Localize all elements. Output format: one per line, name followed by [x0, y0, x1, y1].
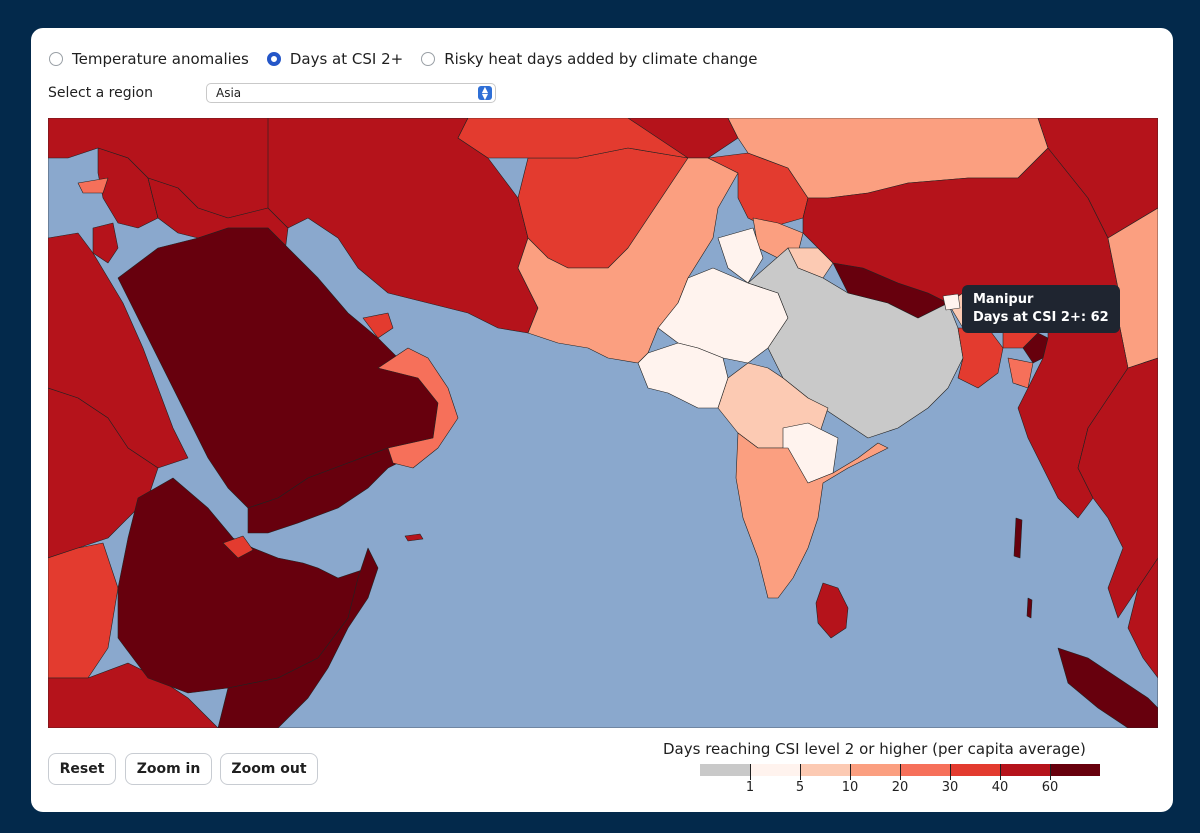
map-tooltip: Manipur Days at CSI 2+: 62 — [962, 285, 1120, 333]
region-israel-jordan[interactable] — [92, 222, 119, 264]
legend-swatch — [1050, 764, 1100, 776]
region-punjab[interactable] — [717, 227, 764, 284]
region-label: Select a region — [48, 85, 153, 101]
legend-tick — [900, 764, 901, 780]
choropleth-map[interactable] — [48, 118, 1158, 728]
zoom-in-button[interactable]: Zoom in — [125, 753, 212, 785]
region-up-mp-bihar[interactable] — [747, 247, 964, 439]
region-south-india[interactable] — [735, 432, 889, 599]
legend-tick-label: 10 — [841, 780, 859, 795]
legend-swatch — [800, 764, 850, 776]
radio-button[interactable] — [266, 52, 281, 66]
region-yemen[interactable] — [247, 447, 409, 534]
legend-tick — [1000, 764, 1001, 780]
region-manipur-hover[interactable] — [942, 293, 961, 311]
region-nicobar[interactable] — [1026, 597, 1033, 619]
region-select-value: Asia — [216, 86, 242, 100]
legend-swatch — [950, 764, 1000, 776]
radio-label: Days at CSI 2+ — [289, 50, 404, 68]
legend-tick-label: 60 — [1041, 780, 1059, 795]
legend-color-bar — [700, 764, 1100, 776]
legend-tick-label: 40 — [991, 780, 1009, 795]
region-sumatra[interactable] — [1057, 647, 1158, 728]
region-selector-row: Select a region Asia ▲ ▼ — [48, 83, 496, 103]
legend-tick-label: 5 — [795, 780, 805, 795]
region-malay-peninsula[interactable] — [1127, 557, 1158, 679]
radio-risky-heat-days[interactable]: Risky heat days added by climate change — [421, 50, 758, 68]
radio-temperature-anomalies[interactable]: Temperature anomalies — [49, 50, 249, 68]
legend-tick — [850, 764, 851, 780]
legend-tick — [950, 764, 951, 780]
radio-label: Temperature anomalies — [72, 50, 249, 68]
legend-tick-label: 1 — [745, 780, 755, 795]
region-somalia[interactable] — [217, 547, 379, 728]
region-djibouti[interactable] — [222, 535, 254, 559]
legend-title: Days reaching CSI level 2 or higher (per… — [663, 740, 1086, 758]
radio-label: Risky heat days added by climate change — [444, 50, 758, 68]
region-tajikistan-kyrgyzstan[interactable] — [627, 118, 739, 159]
region-qatar-uae[interactable] — [362, 312, 394, 339]
region-select[interactable]: Asia ▲ ▼ — [206, 83, 496, 103]
region-cyprus[interactable] — [77, 177, 109, 194]
select-stepper-icon: ▲ ▼ — [478, 86, 492, 101]
legend-swatch — [750, 764, 800, 776]
zoom-out-button[interactable]: Zoom out — [220, 753, 318, 785]
radio-button[interactable] — [49, 52, 63, 66]
metric-radio-group: Temperature anomalies Days at CSI 2+ Ris… — [49, 50, 776, 68]
legend-tick — [750, 764, 751, 780]
legend-tick — [800, 764, 801, 780]
map-svg[interactable] — [48, 118, 1158, 728]
tooltip-title: Manipur — [973, 292, 1034, 307]
legend-swatch — [850, 764, 900, 776]
tooltip-value: Days at CSI 2+: 62 — [973, 310, 1109, 325]
region-sri-lanka[interactable] — [815, 582, 849, 639]
region-thailand[interactable] — [1077, 357, 1158, 619]
region-uganda-kenya[interactable] — [48, 662, 219, 728]
region-oman[interactable] — [377, 347, 459, 469]
legend-tick-label: 20 — [891, 780, 909, 795]
region-andaman[interactable] — [1013, 517, 1023, 559]
radio-days-at-csi[interactable]: Days at CSI 2+ — [266, 50, 404, 68]
legend-swatch — [700, 764, 750, 776]
region-socotra[interactable] — [404, 533, 424, 542]
reset-button[interactable]: Reset — [48, 753, 116, 785]
legend-swatch — [1000, 764, 1050, 776]
legend-swatch — [900, 764, 950, 776]
radio-button[interactable] — [421, 52, 436, 66]
legend-tick — [1050, 764, 1051, 780]
legend-tick-label: 30 — [941, 780, 959, 795]
